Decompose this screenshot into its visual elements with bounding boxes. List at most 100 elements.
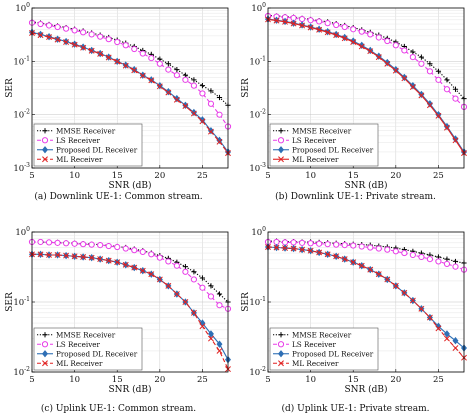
data-point [122,245,129,252]
data-point [307,240,314,247]
data-point [435,112,442,119]
legend-marker [277,137,285,144]
legend-entry: ML Receiver [273,155,339,164]
data-point [273,238,280,246]
y-tick-label: 100 [251,2,266,14]
y-axis-label: SER [241,78,251,98]
legend-entry: ML Receiver [273,359,339,368]
data-point [199,323,206,330]
data-point [37,251,44,258]
legend-entry: LS Receiver [37,340,101,349]
legend-marker [42,146,48,154]
data-point [63,39,70,45]
data-point [114,259,121,266]
data-point [148,54,155,62]
data-point [452,86,459,92]
legend-entry: LS Receiver [273,136,337,145]
series-line [31,21,229,106]
data-point [191,77,197,83]
series-line [267,14,465,99]
data-point [384,276,391,283]
data-point [350,26,357,33]
data-point [426,256,434,263]
data-point [207,100,215,107]
data-point [324,251,331,258]
data-point [216,94,223,101]
data-point [97,241,104,249]
data-point [190,309,197,316]
data-point [182,264,188,270]
data-point [358,28,365,35]
data-point [435,322,442,330]
data-point [367,244,374,251]
data-point [216,291,223,297]
data-point [418,92,425,99]
data-point [452,263,459,270]
data-point [71,240,78,247]
data-point [350,259,357,266]
y-tick-label: 10-1 [13,55,30,67]
data-point [452,258,459,265]
y-tick-label: 100 [15,2,30,14]
caption-uplink-private: (d) Uplink UE-1: Private stream. [281,404,430,414]
data-point [299,22,306,29]
data-point [139,50,146,57]
legend-entry: ML Receiver [37,155,103,164]
data-point [208,283,214,289]
data-point [435,325,442,332]
data-point [114,58,121,65]
data-point [444,124,450,131]
data-point [298,239,306,246]
legend-marker [278,332,284,338]
legend-label: Proposed DL Receiver [292,146,374,155]
data-point [443,86,451,93]
x-tick-label: 15 [112,375,123,385]
subplot-1: 5 10 15 20 25 10-3 10-2 10-1 100 SNR (dB) SER MMSE … [241,2,468,191]
data-point [156,254,163,261]
data-point [358,243,365,250]
data-point [392,248,399,255]
legend-entry: MMSE Receiver [37,127,116,136]
data-point [358,262,365,269]
data-point [290,20,297,27]
data-point [71,27,78,34]
legend-marker [42,156,48,163]
data-point [80,44,87,51]
data-point [139,267,146,274]
legend-entry: ML Receiver [37,359,103,368]
data-point [131,264,138,271]
data-point [375,54,382,61]
data-point [307,17,314,24]
y-axis-label: SER [5,292,15,312]
data-point [418,54,424,60]
data-point [452,337,459,345]
data-point [409,54,416,61]
x-tick-label: 25 [197,375,208,385]
y-tick-label: 10-1 [13,296,30,308]
legend-marker [42,128,48,134]
data-point [367,266,374,273]
data-point [427,61,433,67]
subplot-0: 5 10 15 20 25 10-3 10-2 10-1 100 SNR (dB) SER MMSE … [5,2,232,191]
data-point [156,60,163,67]
data-point [37,238,44,246]
data-point [173,291,180,297]
legend-entry: MMSE Receiver [37,331,116,340]
data-point [71,41,78,48]
data-point [156,83,163,90]
data-point [350,242,357,249]
x-tick-label: 10 [305,171,316,181]
x-tick-label: 15 [348,171,359,181]
data-point [105,257,112,264]
data-point [54,251,61,258]
y-tick-label: 10-2 [249,366,266,378]
data-point [45,239,53,246]
series-ls-receiver [28,238,232,312]
legend-marker [41,137,49,144]
x-tick-label: 20 [390,171,401,181]
data-point [316,249,323,256]
data-point [384,60,391,67]
data-point [216,340,223,348]
y-tick-label: 10-1 [249,296,266,308]
data-point [131,45,138,53]
